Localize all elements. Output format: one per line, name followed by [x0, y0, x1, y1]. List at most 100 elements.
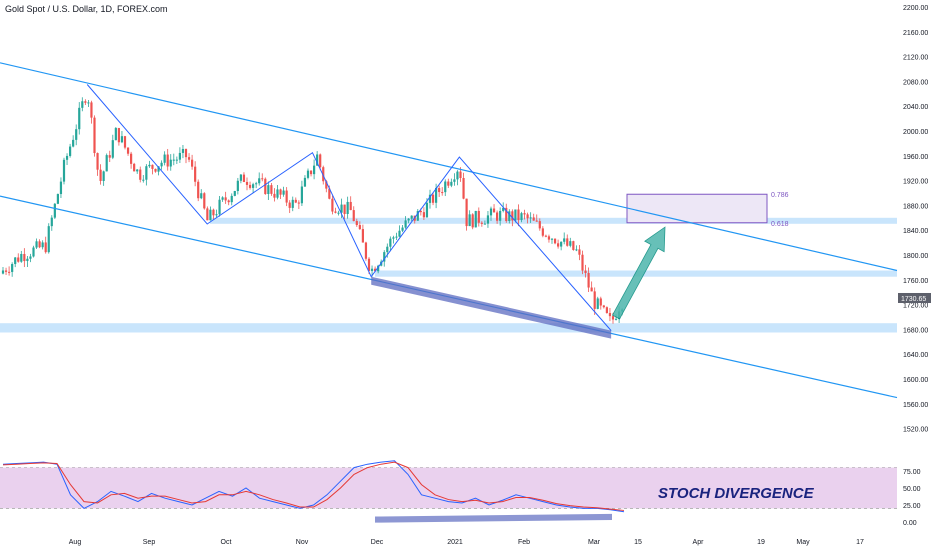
price-tick-label: 1560.00 [903, 402, 928, 409]
candle-body [181, 148, 185, 153]
time-tick-label: 2021 [447, 539, 463, 546]
time-tick-label: Apr [693, 539, 705, 546]
time-tick-label: Feb [518, 539, 530, 546]
candle-body [197, 181, 200, 199]
candle-body [90, 102, 93, 118]
candle-body [255, 183, 258, 185]
candle-body [17, 257, 20, 262]
candle-body [514, 209, 517, 221]
zigzag-pattern[interactable] [86, 84, 612, 331]
last-price-tag [898, 292, 931, 303]
stoch-tick-label: 25.00 [903, 503, 921, 510]
stoch-d-line[interactable] [2, 461, 625, 511]
candle-body [608, 313, 612, 317]
candle-body [87, 102, 90, 104]
time-tick-label: 15 [634, 539, 642, 546]
channel-upper-line[interactable] [0, 62, 898, 272]
candle-body [136, 169, 139, 172]
candle-body [218, 199, 221, 215]
candle-body [441, 192, 444, 194]
candle-body [99, 169, 102, 181]
candle-body [47, 226, 50, 253]
candle-body [258, 178, 261, 184]
candle-body [374, 268, 377, 272]
candle-body [233, 191, 236, 196]
candle-body [8, 271, 11, 273]
candle-body [172, 159, 175, 161]
stoch-divergence-highlight [375, 513, 612, 523]
candle-body [425, 202, 429, 218]
time-tick-label: 17 [856, 539, 864, 546]
candle-body [203, 193, 206, 209]
candle-body [273, 193, 276, 198]
candle-body [557, 243, 560, 247]
candle-body [596, 298, 599, 309]
candle-body [294, 199, 297, 203]
candle-body [334, 211, 337, 213]
candle-body [114, 128, 117, 141]
candle-body [508, 211, 511, 222]
price-tick-label: 1760.00 [903, 278, 928, 285]
candle-body [611, 316, 615, 320]
candle-body [328, 188, 331, 199]
candle-body [187, 157, 191, 160]
candle-body [154, 168, 157, 172]
candle-body [14, 257, 17, 265]
price-tick-label: 2120.00 [903, 55, 928, 62]
candle-body [486, 215, 490, 224]
support-band [0, 323, 897, 333]
candle-body [322, 167, 325, 182]
candle-body [270, 185, 273, 194]
candle-body [389, 238, 392, 247]
stochastic-pane[interactable] [0, 460, 897, 523]
candle-body [438, 188, 441, 193]
candle-body [178, 152, 181, 160]
candle-body [462, 177, 465, 199]
candle-body [59, 181, 63, 195]
candle-body [541, 228, 544, 236]
candle-body [108, 155, 111, 158]
candle-body [511, 211, 514, 221]
price-tick-label: 1680.00 [903, 327, 928, 334]
candle-body [248, 184, 252, 188]
candle-body [499, 210, 502, 221]
last-price-label: 1730.65 [901, 296, 926, 303]
stoch-k-line[interactable] [2, 460, 625, 513]
candle-body [331, 198, 334, 212]
candle-body [32, 247, 35, 257]
candle-body [169, 159, 172, 167]
price-axis: 2200.00 2160.00 2120.00 2080.00 2040.00 2000.… [69, 5, 931, 546]
candle-body [50, 217, 53, 227]
candle-body [75, 129, 78, 140]
candle-body [465, 198, 468, 227]
candle-body [23, 253, 26, 262]
time-tick-label: Dec [371, 539, 384, 546]
time-tick-label: Mar [588, 539, 601, 546]
candle-body [157, 166, 160, 172]
candle-body [160, 162, 163, 167]
price-pane[interactable]: 0.786 0.618 [0, 62, 898, 399]
candle-body [93, 117, 96, 154]
price-tick-label: 1600.00 [903, 377, 928, 384]
candle-body [456, 171, 459, 180]
candle-body [285, 190, 288, 203]
candle-body [584, 270, 587, 273]
candle-body [78, 107, 81, 130]
candle-body [575, 249, 578, 251]
candle-body [261, 178, 264, 180]
candle-body [264, 178, 267, 195]
candle-body [111, 140, 114, 158]
candle-body [117, 128, 120, 143]
candle-body [428, 194, 432, 203]
candle-body [316, 154, 319, 166]
candle-body [313, 165, 316, 175]
candle-body [496, 212, 499, 221]
candle-body [297, 202, 300, 204]
candle-body [29, 256, 32, 259]
candle-body [300, 186, 303, 204]
price-tick-label: 2080.00 [903, 79, 928, 86]
candle-body [206, 208, 209, 221]
candle-body [569, 241, 572, 246]
candle-body [492, 208, 496, 213]
